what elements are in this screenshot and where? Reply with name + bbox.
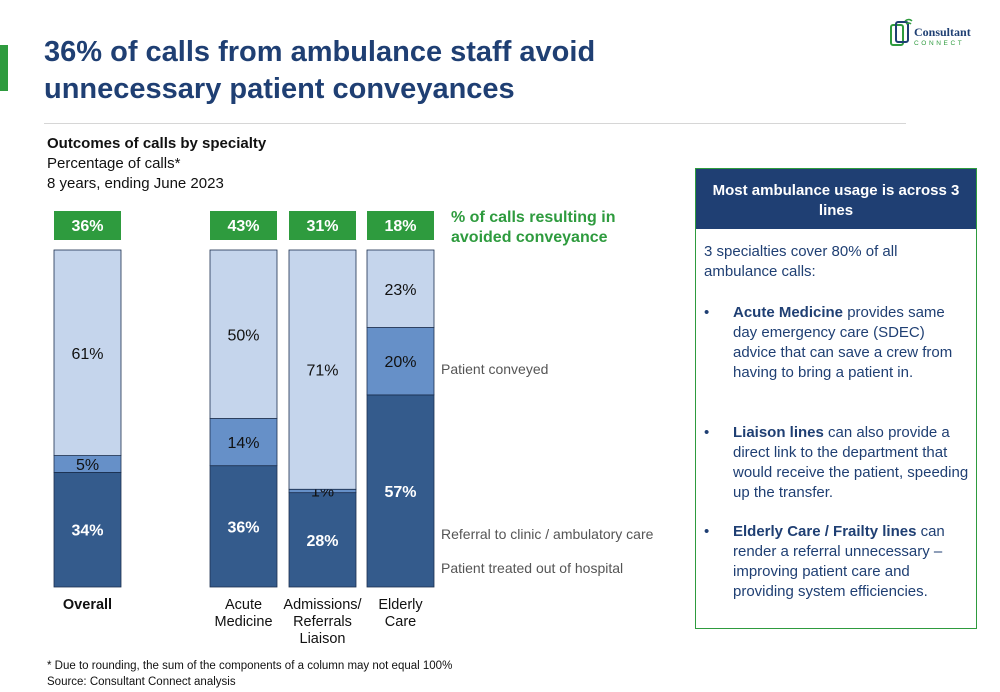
bar-segment-referral [209, 418, 278, 467]
bullet-text: can render a referral unnecessary – impr… [733, 523, 945, 600]
logo-subtitle: CONNECT [914, 40, 965, 47]
avoided-badge-label: 43% [227, 218, 259, 235]
bullet-marker: • [704, 424, 710, 441]
avoided-badge-label: 31% [306, 218, 338, 235]
legend-label-referral: Referral to clinic / ambulatory care [441, 526, 654, 542]
data-label-conveyed: 61% [71, 346, 103, 363]
summary-box-title: Most ambulance usage is across 3 lines [696, 169, 976, 229]
avoided-badge [210, 211, 277, 240]
bar-segment-treated [53, 472, 122, 588]
data-label-treated: 34% [71, 523, 103, 540]
bar-segment-conveyed [209, 249, 278, 419]
category-label: Elderly [378, 597, 423, 613]
legend-label-treated: Patient treated out of hospital [441, 560, 623, 576]
data-label-conveyed: 71% [306, 363, 338, 380]
bar-segment-conveyed [53, 249, 122, 456]
title-line-1: 36% of calls from ambulance staff avoid [44, 36, 596, 68]
avoided-annotation-line-2: avoided conveyance [451, 229, 608, 246]
title-line-2: unnecessary patient conveyances [44, 73, 515, 105]
bar-segment-treated [366, 394, 435, 588]
data-label-conveyed: 50% [227, 327, 259, 344]
category-label: Referrals [293, 614, 352, 630]
consultant-connect-logo: Consultant CONNECT [888, 14, 988, 48]
category-label: Acute [225, 597, 262, 613]
data-label-treated: 57% [384, 484, 416, 501]
avoided-annotation-line-1: % of calls resulting in [451, 209, 615, 226]
legend-label-conveyed: Patient conveyed [441, 361, 548, 377]
bullet-marker: • [704, 523, 710, 540]
bar-segment-conveyed [366, 249, 435, 328]
category-label: Care [385, 614, 416, 630]
source-note: Source: Consultant Connect analysis [47, 676, 236, 688]
data-label-treated: 28% [306, 533, 338, 550]
category-label: Liaison [300, 631, 346, 647]
avoided-badge [289, 211, 356, 240]
page-title: 36% of calls from ambulance staff avoid … [44, 34, 744, 108]
bullet-text: provides same day emergency care (SDEC) … [733, 304, 953, 381]
data-label-conveyed: 23% [384, 282, 416, 299]
avoided-badge-label: 18% [384, 218, 416, 235]
category-label: Overall [63, 597, 112, 613]
data-label-referral: 20% [384, 354, 416, 371]
bullet-marker: • [704, 304, 710, 321]
data-label-treated: 36% [227, 519, 259, 536]
phone-icon [890, 18, 913, 46]
bullet-text: can also provide a direct link to the de… [733, 424, 969, 501]
avoided-badge-label: 36% [71, 218, 103, 235]
summary-box: Most ambulance usage is across 3 lines 3… [695, 168, 977, 629]
bar-segment-treated [288, 492, 357, 588]
summary-box-intro: 3 specialties cover 80% of all ambulance… [704, 243, 898, 280]
stacked-bar-chart: 34% 5% 61% 36% Overall 36% 14% 50% 43% AcuteMedic… [53, 209, 654, 647]
title-divider [44, 123, 906, 124]
bar-segment-conveyed [288, 249, 357, 490]
bullet-strong: Liaison lines [733, 424, 824, 441]
data-label-referral: 5% [76, 457, 99, 474]
category-label: Admissions/ [283, 597, 362, 613]
bar-segment-treated [209, 465, 278, 588]
avoided-badge [54, 211, 121, 240]
category-label: Medicine [214, 614, 272, 630]
bullet-strong: Acute Medicine [733, 304, 844, 321]
accent-bar [0, 45, 8, 91]
rounding-footnote: * Due to rounding, the sum of the compon… [47, 660, 453, 672]
logo-name: Consultant [914, 25, 971, 39]
data-label-referral: 14% [227, 435, 259, 452]
chart-period: 8 years, ending June 2023 [47, 175, 224, 192]
chart-subtitle: Percentage of calls* [47, 155, 181, 172]
chart-title: Outcomes of calls by specialty [47, 135, 267, 152]
bullet-strong: Elderly Care / Frailty lines [733, 523, 917, 540]
avoided-badge [367, 211, 434, 240]
